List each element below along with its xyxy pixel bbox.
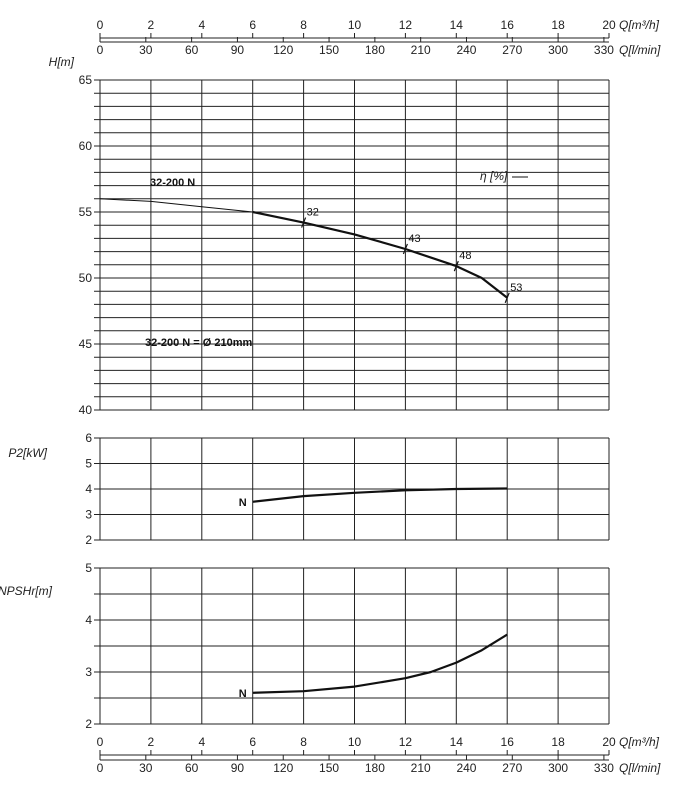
top-q-lmin-tick-label: 150 <box>319 43 339 57</box>
top-q-m3h-tick-label: 18 <box>551 18 565 32</box>
bottom-q-lmin-unit-label: Q[l/min] <box>619 761 661 775</box>
top-q-m3h-tick-label: 2 <box>148 18 155 32</box>
npsh-y-tick-label: 2 <box>85 717 92 731</box>
head-y-tick-label: 55 <box>79 205 93 219</box>
npsh-y-tick-label: 3 <box>85 665 92 679</box>
top-q-lmin-unit-label: Q[l/min] <box>619 43 661 57</box>
efficiency-mark <box>453 260 459 272</box>
bottom-q-m3h-unit-label: Q[m³/h] <box>619 735 660 749</box>
top-q-lmin-tick-label: 120 <box>273 43 293 57</box>
bottom-q-m3h-tick-label: 18 <box>551 735 565 749</box>
bottom-q-axes: 0 2 4 6 8 10 12 14 16 18 20 Q[m³/h] 0 30 60 90 120 150 180… <box>97 735 661 775</box>
bottom-q-lmin-tick-label: 330 <box>594 761 614 775</box>
top-q-m3h-tick-label: 14 <box>450 18 464 32</box>
head-y-tick-label: 45 <box>79 337 93 351</box>
efficiency-mark-label: 43 <box>408 233 420 245</box>
top-q-m3h-tick-label: 12 <box>399 18 413 32</box>
npsh-y-axis-label: NPSHr[m] <box>0 584 53 598</box>
head-y-tick-label: 60 <box>79 139 93 153</box>
power-panel: 2 3 4 5 6 P2[kW] N <box>8 431 610 547</box>
bottom-q-lmin-tick-label: 270 <box>502 761 522 775</box>
bottom-q-lmin-tick-label: 300 <box>548 761 568 775</box>
top-q-axes: 0 2 4 6 8 10 12 14 16 18 20 Q[m³/h] 0 30 60 90 120 150 180… <box>97 18 661 57</box>
bottom-q-m3h-tick-label: 8 <box>300 735 307 749</box>
power-y-tick-label: 2 <box>85 533 92 547</box>
efficiency-axis-label: η [%] <box>480 169 508 183</box>
power-y-tick-label: 5 <box>85 457 92 471</box>
top-q-lmin-tick-label: 330 <box>594 43 614 57</box>
bottom-q-m3h-tick-label: 20 <box>602 735 616 749</box>
npsh-y-tick-label: 5 <box>85 561 92 575</box>
bottom-q-lmin-tick-label: 60 <box>185 761 199 775</box>
power-y-tick-label: 4 <box>85 482 92 496</box>
bottom-q-lmin-tick-label: 30 <box>139 761 153 775</box>
impeller-diameter-label: 32-200 N = Ø 210mm <box>145 337 253 349</box>
top-q-m3h-tick-label: 6 <box>249 18 256 32</box>
efficiency-mark-label: 48 <box>459 250 471 262</box>
efficiency-mark-label: 32 <box>307 207 319 219</box>
top-q-m3h-tick-label: 16 <box>501 18 515 32</box>
top-q-lmin-tick-label: 240 <box>456 43 476 57</box>
efficiency-mark <box>504 292 510 304</box>
npsh-curve <box>252 633 508 694</box>
power-y-axis-label: P2[kW] <box>8 446 47 460</box>
bottom-q-m3h-tick-label: 4 <box>198 735 205 749</box>
top-q-m3h-unit-label: Q[m³/h] <box>619 18 660 32</box>
bottom-q-lmin-tick-label: 240 <box>456 761 476 775</box>
top-q-m3h-tick-label: 0 <box>97 18 104 32</box>
power-y-tick-label: 3 <box>85 508 92 522</box>
bottom-q-m3h-tick-label: 2 <box>148 735 155 749</box>
top-q-m3h-tick-label: 8 <box>300 18 307 32</box>
bottom-q-m3h-tick-label: 12 <box>399 735 413 749</box>
bottom-q-lmin-tick-label: 120 <box>273 761 293 775</box>
head-y-tick-label: 50 <box>79 271 93 285</box>
head-panel: 40 45 50 55 60 65 H[m] 32-200 N 32-200 N = Ø 210… <box>49 55 610 417</box>
npsh-series-label: N <box>239 688 247 700</box>
top-q-lmin-tick-label: 180 <box>365 43 385 57</box>
power-series-label: N <box>239 497 247 509</box>
bottom-q-m3h-tick-label: 6 <box>249 735 256 749</box>
top-q-m3h-tick-label: 10 <box>348 18 362 32</box>
npsh-y-tick-label: 4 <box>85 613 92 627</box>
head-y-tick-label: 40 <box>79 403 93 417</box>
top-q-lmin-tick-label: 90 <box>231 43 245 57</box>
npsh-panel: 2 3 4 5 NPSHr[m] N <box>0 561 610 731</box>
top-q-lmin-tick-label: 0 <box>97 43 104 57</box>
top-q-m3h-tick-label: 20 <box>602 18 616 32</box>
efficiency-mark <box>402 243 408 255</box>
top-q-lmin-tick-label: 60 <box>185 43 199 57</box>
bottom-q-lmin-tick-label: 90 <box>231 761 245 775</box>
bottom-q-lmin-tick-label: 180 <box>365 761 385 775</box>
bottom-q-m3h-tick-label: 16 <box>501 735 515 749</box>
bottom-q-m3h-tick-label: 14 <box>450 735 464 749</box>
top-q-lmin-tick-label: 300 <box>548 43 568 57</box>
head-series-label: 32-200 N <box>150 177 195 189</box>
bottom-q-lmin-tick-label: 0 <box>97 761 104 775</box>
head-y-axis-label: H[m] <box>49 55 75 69</box>
power-y-tick-label: 6 <box>85 431 92 445</box>
bottom-q-lmin-tick-label: 150 <box>319 761 339 775</box>
head-curve-thin-segment <box>99 198 253 213</box>
top-q-lmin-tick-label: 270 <box>502 43 522 57</box>
bottom-q-m3h-tick-label: 10 <box>348 735 362 749</box>
head-y-tick-label: 65 <box>79 73 93 87</box>
efficiency-mark <box>301 217 307 228</box>
top-q-lmin-tick-label: 30 <box>139 43 153 57</box>
top-q-lmin-tick-label: 210 <box>411 43 431 57</box>
bottom-q-m3h-tick-label: 0 <box>97 735 104 749</box>
bottom-q-lmin-tick-label: 210 <box>411 761 431 775</box>
efficiency-mark-label: 53 <box>510 282 522 294</box>
power-curve <box>252 487 508 503</box>
top-q-m3h-tick-label: 4 <box>198 18 205 32</box>
